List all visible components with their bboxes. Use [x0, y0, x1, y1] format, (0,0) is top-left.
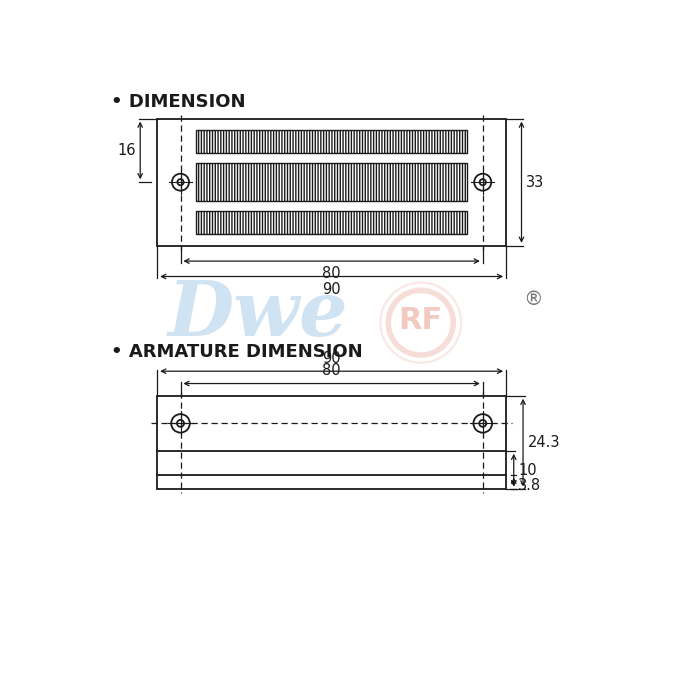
Text: Dwe: Dwe	[168, 278, 349, 352]
Text: 90: 90	[322, 351, 341, 366]
Text: RF: RF	[398, 306, 443, 335]
Text: 24.3: 24.3	[528, 435, 560, 450]
Bar	[196, 163, 468, 202]
Bar	[196, 211, 468, 234]
Text: • DIMENSION: • DIMENSION	[111, 93, 245, 111]
Text: ®: ®	[524, 290, 543, 309]
Bar	[196, 130, 468, 153]
Text: 3.8: 3.8	[519, 478, 542, 493]
Text: 80: 80	[322, 267, 341, 281]
Bar	[158, 118, 506, 246]
Text: 10: 10	[519, 463, 537, 477]
Text: • ARMATURE DIMENSION: • ARMATURE DIMENSION	[111, 344, 363, 361]
Text: 80: 80	[322, 363, 341, 378]
Text: 16: 16	[117, 143, 136, 158]
Text: 33: 33	[526, 175, 545, 190]
Text: 90: 90	[322, 282, 341, 297]
Bar	[158, 396, 506, 489]
